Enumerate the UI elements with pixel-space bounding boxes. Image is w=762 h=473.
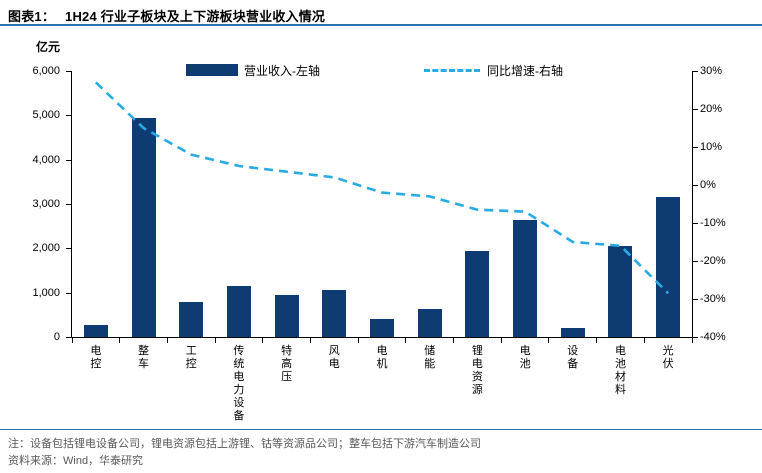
yoy-growth-dashed-line — [94, 81, 670, 295]
x-axis-tick — [500, 338, 502, 343]
revenue-bar — [608, 246, 633, 337]
left-axis-tick-label: 1,000 — [32, 286, 60, 299]
left-axis-tick-label: 0 — [53, 331, 60, 343]
revenue-bar — [131, 117, 156, 337]
x-axis-tick — [453, 338, 455, 343]
left-axis-tick — [66, 337, 71, 338]
x-axis-tick — [357, 338, 359, 343]
x-axis-category-label: 设备 — [567, 345, 579, 370]
right-axis-tick-label: 10% — [700, 141, 723, 153]
x-axis-tick — [119, 338, 121, 343]
footnote: 注：设备包括锂电设备公司，锂电资源包括上游锂、钴等资源品公司；整车包括下游汽车制… — [8, 438, 481, 450]
revenue-bar — [656, 197, 681, 337]
right-axis-tick — [693, 185, 698, 186]
left-axis-unit-label: 亿元 — [36, 40, 61, 54]
x-axis-tick — [214, 338, 216, 343]
x-axis-tick — [548, 338, 550, 343]
right-axis-tick-label: -20% — [700, 255, 726, 267]
x-axis-tick — [691, 338, 693, 343]
revenue-bar — [513, 219, 538, 337]
figure-title: 1H24 行业子板块及上下游板块营业收入情况 — [65, 9, 326, 24]
revenue-bar — [560, 328, 585, 337]
left-axis-tick-label: 3,000 — [32, 198, 60, 210]
revenue-bar — [370, 319, 394, 337]
legend-label-revenue: 营业收入-左轴 — [244, 63, 320, 78]
figure-header: 图表1： 1H24 行业子板块及上下游板块营业收入情况 — [8, 6, 756, 25]
left-axis-tick-label: 2,000 — [32, 242, 60, 255]
x-axis-category-label: 储能 — [424, 345, 436, 370]
x-axis-category-label: 整车 — [138, 345, 150, 370]
right-axis-line — [692, 71, 693, 338]
yoy-growth-line-path — [94, 81, 670, 295]
revenue-bar — [417, 308, 442, 337]
x-axis-tick — [405, 338, 407, 343]
x-axis-category-label: 工控 — [185, 345, 197, 370]
figure-label: 图表1： — [8, 9, 56, 24]
x-axis-category-label: 特高压 — [281, 345, 293, 383]
x-axis-tick — [309, 338, 311, 343]
right-axis-tick — [693, 337, 698, 338]
right-axis-tick-label: 0% — [700, 179, 716, 191]
right-axis-tick-label: 20% — [700, 103, 723, 115]
legend-item-yoy-growth: 同比增速-右轴 — [424, 62, 563, 78]
x-axis-tick — [596, 338, 598, 343]
x-axis-tick — [262, 338, 264, 343]
header-rule — [0, 24, 762, 26]
left-axis-tick — [66, 159, 71, 161]
right-axis-tick — [693, 147, 698, 148]
x-axis-category-label: 电控 — [90, 345, 102, 370]
plot-area — [66, 71, 698, 343]
x-axis-line — [71, 337, 693, 338]
x-axis-category-label: 锂电资源 — [471, 345, 483, 396]
right-axis-tick-label: -40% — [700, 331, 726, 343]
right-axis-tick-label: -30% — [700, 293, 726, 305]
bar-legend-swatch-icon — [186, 64, 238, 76]
x-axis-category-label: 传统电力设备 — [233, 345, 245, 422]
left-axis-tick — [66, 115, 71, 117]
x-axis-category-label: 电池 — [519, 345, 531, 370]
revenue-bar — [226, 286, 251, 337]
left-axis-tick-label: 4,000 — [32, 153, 60, 166]
revenue-bar — [83, 325, 108, 337]
x-axis-category-label: 电机 — [376, 345, 388, 370]
right-axis-tick-label: 30% — [700, 65, 723, 77]
revenue-bar — [465, 250, 490, 337]
right-axis-tick — [693, 223, 698, 224]
right-axis-tick — [693, 109, 698, 110]
left-axis-line — [71, 71, 72, 338]
right-axis-tick-label: -10% — [700, 217, 726, 229]
source-note: 资料来源：Wind，华泰研究 — [8, 455, 144, 467]
revenue-bar — [322, 290, 347, 337]
left-axis-tick — [66, 71, 71, 72]
right-axis-tick — [693, 71, 698, 72]
right-axis-tick — [693, 261, 698, 262]
revenue-bar — [179, 302, 204, 337]
left-axis-tick — [66, 204, 71, 205]
footer-rule — [0, 429, 762, 430]
left-axis-tick — [66, 248, 71, 250]
x-axis-category-label: 风电 — [328, 345, 340, 370]
left-axis-tick — [66, 292, 71, 294]
legend-item-revenue: 营业收入-左轴 — [186, 62, 320, 78]
left-axis-tick-label: 6,000 — [32, 65, 60, 77]
x-axis-category-label: 电池材料 — [614, 345, 626, 396]
x-axis-tick — [166, 338, 168, 343]
x-axis-tick — [71, 338, 73, 343]
legend-label-yoy-growth: 同比增速-右轴 — [487, 63, 563, 78]
x-axis-tick — [643, 338, 645, 343]
revenue-bar — [274, 294, 299, 337]
x-axis-category-label: 光伏 — [662, 345, 674, 370]
dashed-line-legend-swatch-icon — [424, 68, 480, 72]
left-axis-tick-label: 5,000 — [32, 109, 60, 122]
right-axis-tick — [693, 299, 698, 300]
